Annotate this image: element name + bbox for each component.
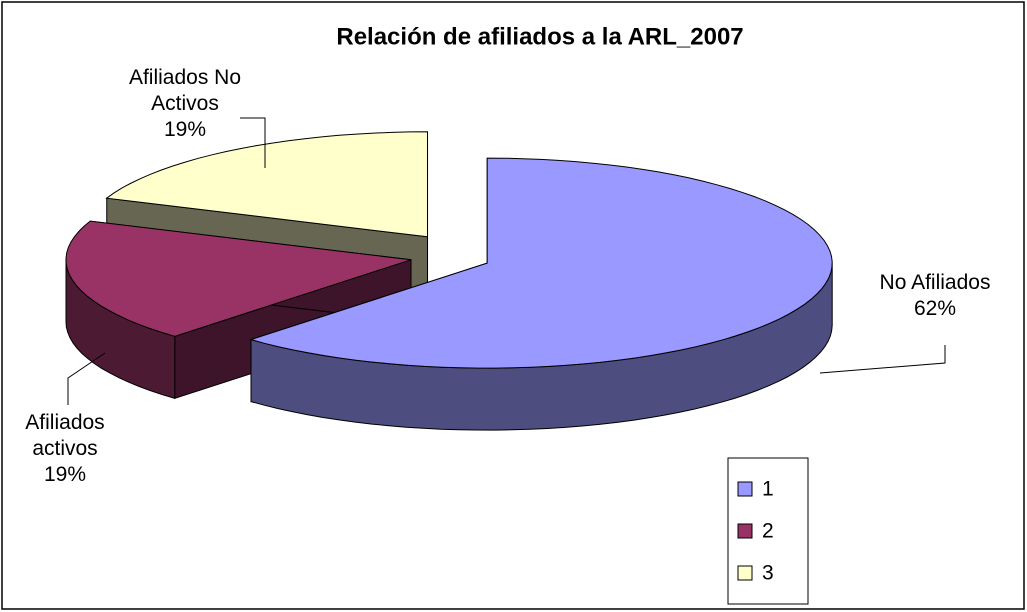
category-label: Afiliados activos xyxy=(25,411,105,460)
legend-label: 3 xyxy=(762,562,774,585)
category-label: Afiliados No Activos xyxy=(128,66,242,115)
data-label: No Afiliados 62% xyxy=(855,270,1015,322)
legend-label: 1 xyxy=(762,478,774,501)
slice xyxy=(105,131,429,238)
legend-label: 2 xyxy=(762,520,774,543)
legend-swatch xyxy=(737,565,753,581)
leader-line xyxy=(67,352,106,405)
leader-line xyxy=(819,345,946,374)
legend-swatch xyxy=(737,481,753,497)
legend-swatch xyxy=(737,523,753,539)
chart-title: Relación de afiliados a la ARL_2007 xyxy=(336,23,743,50)
slice xyxy=(249,157,833,369)
data-label: Afiliados activos 19% xyxy=(5,410,125,488)
category-label: No Afiliados xyxy=(879,271,991,294)
value-label: 19% xyxy=(163,118,207,141)
data-label: Afiliados No Activos 19% xyxy=(100,65,270,143)
pie xyxy=(65,131,833,431)
value-label: 19% xyxy=(43,463,87,486)
value-label: 62% xyxy=(913,297,957,320)
legend: 1 2 3 xyxy=(737,478,774,585)
slice xyxy=(65,220,412,337)
leader-line xyxy=(240,117,266,168)
